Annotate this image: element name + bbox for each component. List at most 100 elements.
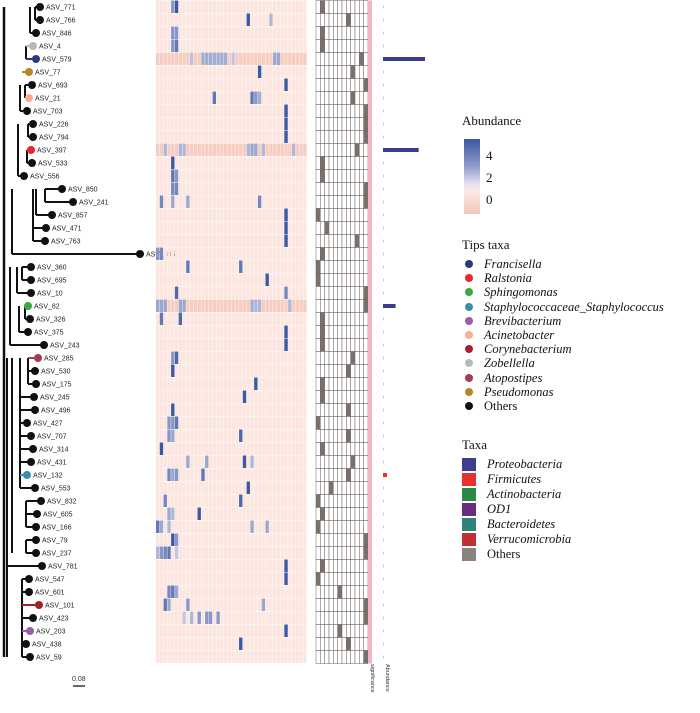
heatmap-cell — [178, 26, 183, 39]
heatmap-cell — [167, 130, 171, 143]
heatmap-cell — [186, 520, 190, 533]
tip-label: ASV_832 — [47, 499, 77, 506]
annotation-cell — [341, 156, 347, 170]
heatmap-cell — [242, 299, 247, 312]
annotation-cell — [333, 312, 338, 326]
heatmap-cell — [265, 416, 269, 429]
heatmap-cell — [239, 299, 243, 312]
heatmap-cell — [280, 468, 284, 481]
heatmap-cell — [223, 65, 228, 78]
heatmap-cell — [254, 455, 258, 468]
annotation-cell — [341, 117, 347, 131]
heatmap-cell — [250, 312, 254, 325]
heatmap-cell — [156, 585, 160, 598]
heatmap-cell — [231, 364, 235, 377]
heatmap-cell — [273, 455, 277, 468]
heatmap-cell — [193, 260, 198, 273]
annotation-cell — [320, 221, 325, 235]
heatmap-cell — [288, 286, 292, 299]
heatmap-cell — [269, 208, 273, 221]
annotation-cell — [350, 416, 356, 430]
heatmap-cell — [159, 208, 164, 221]
significance-cell — [368, 65, 372, 79]
heatmap-cell — [167, 247, 171, 260]
heatmap-cell — [242, 416, 247, 429]
heatmap-cell — [208, 403, 213, 416]
tips-legend-item: Francisella — [462, 257, 664, 271]
annotation-cell — [354, 364, 360, 378]
heatmap-cell — [167, 234, 171, 247]
tip-point — [26, 315, 34, 323]
annotation-cell — [363, 39, 369, 53]
annotation-cell — [341, 624, 347, 638]
heatmap-cell — [257, 338, 262, 351]
heatmap-cell — [295, 468, 300, 481]
heatmap-cell — [284, 403, 288, 416]
heatmap-cell — [171, 221, 175, 234]
heatmap-cell — [250, 273, 254, 286]
heatmap-cell — [295, 299, 300, 312]
heatmap-cell — [189, 117, 194, 130]
heatmap-cell — [223, 169, 228, 182]
heatmap-cell — [273, 13, 277, 26]
heatmap-cell — [231, 585, 235, 598]
heatmap-cell — [227, 455, 232, 468]
heatmap-cell — [257, 247, 262, 260]
heatmap-cell — [212, 260, 216, 273]
heatmap-cell — [201, 455, 205, 468]
heatmap-cell — [246, 611, 250, 624]
heatmap-cell — [265, 273, 269, 286]
annotation-cell — [363, 143, 369, 157]
heatmap-cell — [254, 312, 258, 325]
heatmap-cell — [303, 351, 307, 364]
heatmap-cell — [212, 403, 216, 416]
heatmap-cell — [246, 273, 250, 286]
heatmap-cell — [159, 481, 164, 494]
heatmap-cell — [216, 507, 220, 520]
heatmap-cell — [205, 247, 209, 260]
heatmap-cell — [235, 325, 239, 338]
heatmap-cell — [276, 0, 281, 13]
heatmap-cell — [205, 208, 209, 221]
heatmap-cell — [163, 234, 167, 247]
annotation-cell — [328, 494, 334, 508]
heatmap-cell — [235, 364, 239, 377]
heatmap-cell — [280, 481, 284, 494]
annotation-cell — [333, 520, 338, 534]
heatmap-cell — [186, 364, 190, 377]
annotation-cell — [328, 364, 334, 378]
annotation-cell — [315, 559, 321, 573]
annotation-cell — [324, 637, 330, 651]
tips-taxa-legend: Tips taxa Francisella Ralstonia Sphingomon… — [462, 237, 664, 413]
heatmap-cell — [216, 533, 220, 546]
heatmap-cell — [174, 260, 179, 273]
heatmap-cell — [295, 598, 300, 611]
heatmap-cell — [273, 403, 277, 416]
heatmap-cell — [269, 624, 273, 637]
annotation-cell — [363, 182, 369, 196]
tip-label: ASV_850 — [68, 187, 98, 194]
annotation-cell — [328, 0, 334, 14]
heatmap-cell — [280, 377, 284, 390]
heatmap-cell — [269, 260, 273, 273]
heatmap-cell — [193, 559, 198, 572]
heatmap-cell — [235, 104, 239, 117]
heatmap-cell — [288, 559, 292, 572]
heatmap-cell — [265, 611, 269, 624]
annotation-cell — [328, 533, 334, 547]
heatmap-cell — [193, 273, 198, 286]
heatmap-cell — [269, 247, 273, 260]
heatmap-cell — [178, 208, 183, 221]
heatmap-cell — [246, 117, 250, 130]
annotation-cell — [363, 481, 369, 495]
heatmap-cell — [197, 468, 201, 481]
annotation-cell — [341, 78, 347, 92]
annotation-cell — [328, 130, 334, 144]
tip-point — [23, 107, 31, 115]
annotation-cell — [341, 429, 347, 443]
heatmap-cell — [291, 520, 296, 533]
annotation-cell — [337, 494, 343, 508]
heatmap-cell — [288, 130, 292, 143]
heatmap-cell — [284, 650, 288, 663]
